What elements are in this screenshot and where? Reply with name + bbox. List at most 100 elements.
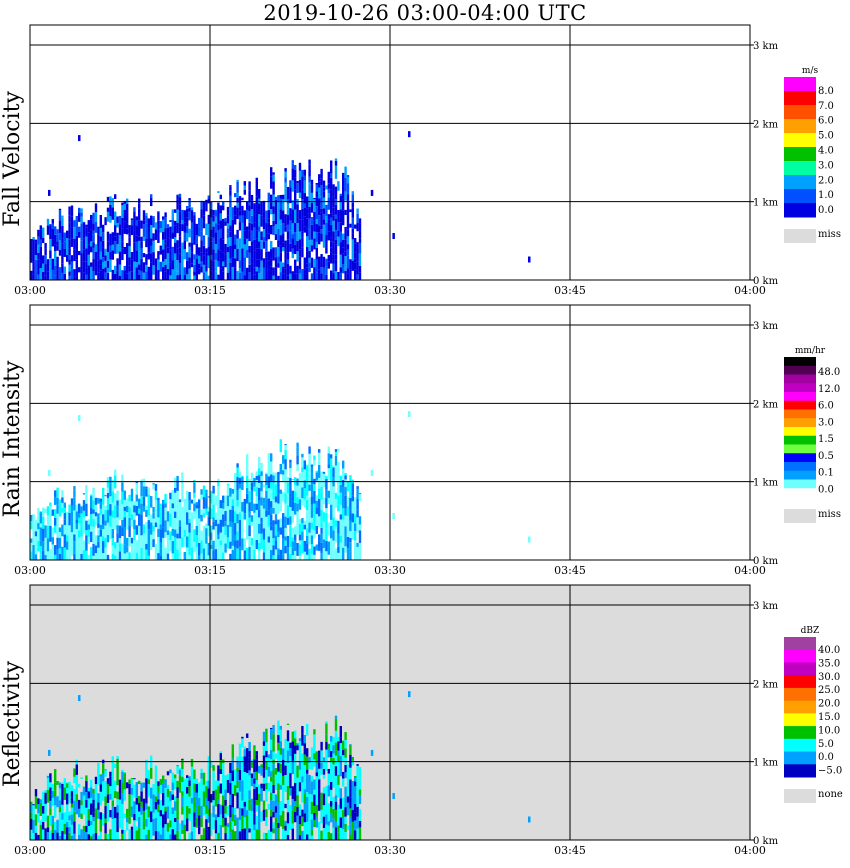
echo-cell bbox=[349, 767, 352, 780]
echo-cell bbox=[90, 507, 93, 515]
echo-cell bbox=[351, 483, 354, 496]
echo-cell bbox=[248, 272, 251, 280]
echo-cell bbox=[296, 232, 299, 241]
echo-cell bbox=[106, 260, 110, 268]
echo-cell bbox=[152, 805, 155, 813]
echo-cell bbox=[224, 526, 227, 536]
echo-cell bbox=[207, 543, 210, 556]
echo-cell bbox=[315, 272, 318, 280]
echo-cell bbox=[344, 209, 347, 215]
echo-cell bbox=[296, 273, 299, 280]
echo-cell bbox=[195, 235, 198, 244]
echo-cell bbox=[30, 551, 33, 560]
echo-cell bbox=[238, 484, 242, 489]
echo-cell bbox=[282, 771, 285, 776]
echo-cell bbox=[162, 499, 165, 505]
echo-cell bbox=[111, 269, 114, 274]
echo-cell bbox=[176, 480, 179, 491]
echo-cell bbox=[260, 533, 263, 541]
echo-cell bbox=[49, 554, 52, 560]
echo-cell bbox=[181, 820, 184, 830]
echo-cell bbox=[277, 218, 280, 229]
echo-cell bbox=[97, 802, 100, 810]
echo-cell bbox=[92, 833, 95, 840]
echo-cell bbox=[282, 194, 285, 200]
echo-cell bbox=[217, 785, 220, 799]
echo-cell bbox=[126, 228, 129, 235]
echo-cell bbox=[246, 810, 249, 816]
echo-cell bbox=[121, 513, 124, 520]
echo-cell bbox=[334, 795, 338, 802]
echo-cell bbox=[150, 767, 153, 779]
echo-cell bbox=[174, 547, 177, 553]
echo-cell bbox=[294, 177, 297, 190]
echo-cell bbox=[246, 226, 249, 239]
echo-cell bbox=[318, 534, 321, 541]
echo-cell bbox=[193, 768, 196, 770]
echo-cell bbox=[154, 809, 158, 818]
echo-cell bbox=[291, 501, 294, 511]
echo-cell bbox=[121, 504, 124, 514]
echo-cell bbox=[332, 753, 335, 759]
echo-cell bbox=[121, 474, 124, 483]
echo-cell bbox=[66, 520, 69, 528]
echo-cell bbox=[121, 519, 124, 528]
echo-cell bbox=[298, 231, 302, 240]
echo-cell bbox=[210, 254, 213, 260]
echo-cell bbox=[270, 224, 273, 235]
echo-cell bbox=[97, 774, 100, 785]
echo-cell bbox=[231, 793, 234, 803]
echo-cell bbox=[267, 201, 270, 210]
echo-cell bbox=[37, 252, 40, 260]
echo-cell bbox=[332, 231, 335, 243]
echo-cell bbox=[272, 740, 275, 752]
echo-cell bbox=[150, 514, 153, 523]
echo-cell bbox=[159, 529, 162, 543]
colorbar-label: 4.0 bbox=[818, 145, 834, 156]
echo-cell bbox=[356, 765, 359, 775]
echo-cell bbox=[308, 757, 311, 763]
echo-cell bbox=[248, 742, 251, 751]
echo-cell bbox=[159, 519, 162, 525]
echo-cell bbox=[70, 238, 74, 247]
echo-cell bbox=[142, 524, 146, 534]
echo-cell bbox=[279, 801, 282, 811]
echo-cell bbox=[42, 255, 45, 264]
echo-cell bbox=[344, 508, 347, 516]
echo-cell bbox=[188, 786, 191, 797]
echo-cell bbox=[152, 484, 155, 490]
echo-cell bbox=[66, 783, 69, 788]
echo-cell bbox=[298, 741, 302, 753]
echo-cell bbox=[298, 192, 302, 199]
echo-cell bbox=[351, 202, 354, 208]
echo-cell bbox=[231, 758, 234, 764]
echo-cell bbox=[236, 798, 239, 809]
echo-cell bbox=[94, 203, 98, 213]
echo-cell bbox=[54, 769, 57, 774]
echo-cell bbox=[243, 749, 246, 757]
echo-cell bbox=[63, 512, 66, 520]
echo-cell bbox=[248, 201, 251, 206]
echo-cell bbox=[320, 233, 323, 242]
echo-speck bbox=[528, 536, 531, 543]
echo-cell bbox=[186, 274, 189, 280]
echo-cell bbox=[322, 471, 326, 474]
echo-cell bbox=[272, 822, 275, 829]
echo-cell bbox=[92, 242, 95, 248]
colorbar-swatch bbox=[784, 189, 816, 204]
echo-cell bbox=[162, 232, 165, 240]
echo-cell bbox=[265, 742, 268, 751]
echo-cell bbox=[183, 249, 186, 260]
echo-cell bbox=[200, 252, 203, 262]
echo-cell bbox=[46, 775, 50, 778]
colorbar-label: 8.0 bbox=[818, 86, 834, 97]
echo-cell bbox=[286, 535, 290, 548]
echo-cell bbox=[346, 229, 350, 237]
echo-cell bbox=[354, 269, 357, 280]
echo-cell bbox=[258, 500, 261, 510]
echo-cell bbox=[202, 497, 206, 509]
echo-cell bbox=[178, 547, 182, 560]
echo-cell bbox=[97, 260, 100, 273]
echo-field bbox=[30, 131, 531, 280]
echo-cell bbox=[162, 504, 165, 517]
